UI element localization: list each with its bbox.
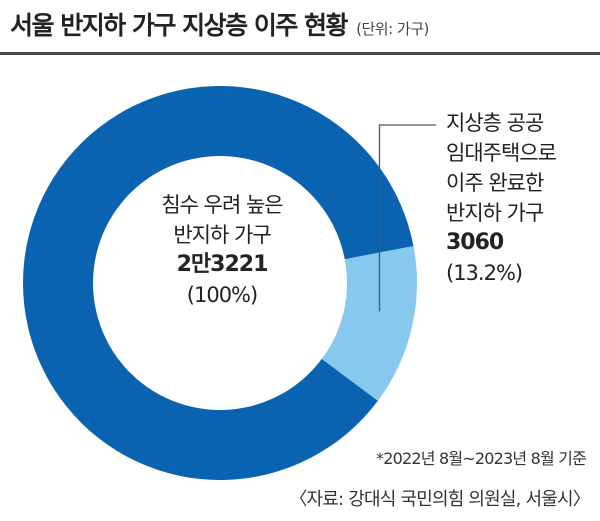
chart-header: 서울 반지하 가구 지상층 이주 현황 (단위: 가구)	[10, 6, 595, 46]
label-total-line-1: 침수 우려 높은	[161, 193, 283, 217]
period-note: *2022년 8월~2023년 8월 기준	[376, 449, 587, 468]
slice-total	[23, 85, 414, 480]
label-total-value: 2만3221	[176, 252, 269, 277]
chart-title: 서울 반지하 가구 지상층 이주 현황	[10, 11, 349, 40]
label-total-percent: (100%)	[186, 283, 258, 307]
label-moved-percent: (13.2%)	[446, 261, 523, 285]
source-credit: 〈자료: 강대식 국민의힘 의원실, 서울시〉	[289, 489, 590, 510]
label-total-line-2: 반지하 가구	[173, 223, 271, 247]
leader-line	[378, 124, 436, 312]
label-moved-line-3: 이주 완료한	[446, 171, 544, 195]
label-total: 침수 우려 높은 반지하 가구 2만3221 (100%)	[132, 190, 312, 310]
label-moved: 지상층 공공 임대주택으로 이주 완료한 반지하 가구 3060 (13.2%)	[446, 108, 596, 288]
label-moved-line-1: 지상층 공공	[446, 111, 544, 135]
header-divider	[0, 52, 600, 55]
label-moved-line-4: 반지하 가구	[446, 201, 544, 225]
unit-label: (단위: 가구)	[356, 20, 429, 38]
label-moved-value: 3060	[446, 230, 504, 255]
slice-moved	[321, 246, 417, 401]
label-moved-line-2: 임대주택으로	[446, 141, 557, 165]
